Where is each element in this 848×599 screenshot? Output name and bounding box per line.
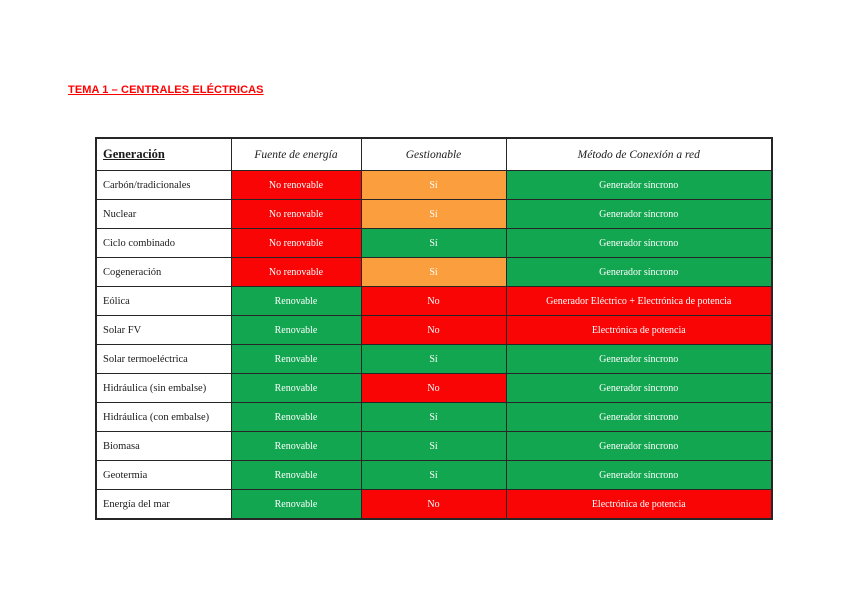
table-row: Hidráulica (sin embalse) Renovable No Gener… xyxy=(95,373,773,403)
metodo-cell: Generador síncrono xyxy=(505,460,773,490)
table-row: Biomasa Renovable Sí Generador síncrono xyxy=(95,431,773,461)
generation-label: Nuclear xyxy=(95,199,232,229)
gestionable-cell: Sí xyxy=(360,199,507,229)
table-row: Eólica Renovable No Generador Eléctrico + E… xyxy=(95,286,773,316)
metodo-cell: Generador síncrono xyxy=(505,431,773,461)
table-body: Carbón/tradicionales No renovable Sí Genera… xyxy=(95,170,773,520)
table-row: Solar termoeléctrica Renovable Sí Generador… xyxy=(95,344,773,374)
gestionable-cell: Sí xyxy=(360,431,507,461)
generation-label: Carbón/tradicionales xyxy=(95,170,232,200)
metodo-cell: Generador síncrono xyxy=(505,257,773,287)
table-row: Energía del mar Renovable No Electrónica de… xyxy=(95,489,773,520)
generation-label: Cogeneración xyxy=(95,257,232,287)
generation-label: Biomasa xyxy=(95,431,232,461)
generation-label: Geotermia xyxy=(95,460,232,490)
metodo-cell: Generador síncrono xyxy=(505,228,773,258)
metodo-cell: Generador síncrono xyxy=(505,402,773,432)
metodo-cell: Generador síncrono xyxy=(505,199,773,229)
page-title: TEMA 1 – CENTRALES ELÉCTRICAS xyxy=(68,84,264,96)
metodo-cell: Generador Eléctrico + Electrónica de pot… xyxy=(505,286,773,316)
fuente-cell: No renovable xyxy=(230,228,362,258)
table-row: Cogeneración No renovable Sí Generador sínc… xyxy=(95,257,773,287)
generation-table: Generación Fuente de energía Gestionable… xyxy=(95,137,773,520)
gestionable-cell: Sí xyxy=(360,170,507,200)
fuente-cell: No renovable xyxy=(230,170,362,200)
header-generacion-label: Generación xyxy=(103,147,165,161)
gestionable-cell: Sí xyxy=(360,228,507,258)
table-row: Carbón/tradicionales No renovable Sí Genera… xyxy=(95,170,773,200)
generation-label: Solar FV xyxy=(95,315,232,345)
table-row: Ciclo combinado No renovable Sí Generador s… xyxy=(95,228,773,258)
gestionable-cell: No xyxy=(360,315,507,345)
gestionable-cell: Sí xyxy=(360,344,507,374)
header-metodo: Método de Conexión a red xyxy=(505,137,773,171)
table-header-row: Generación Fuente de energía Gestionable… xyxy=(95,137,773,171)
generation-label: Ciclo combinado xyxy=(95,228,232,258)
metodo-cell: Electrónica de potencia xyxy=(505,315,773,345)
fuente-cell: No renovable xyxy=(230,199,362,229)
metodo-cell: Electrónica de potencia xyxy=(505,489,773,520)
header-fuente: Fuente de energía xyxy=(230,137,362,171)
fuente-cell: Renovable xyxy=(230,460,362,490)
gestionable-cell: No xyxy=(360,373,507,403)
fuente-cell: Renovable xyxy=(230,286,362,316)
generation-label: Energía del mar xyxy=(95,489,232,520)
generation-label: Eólica xyxy=(95,286,232,316)
table-row: Geotermia Renovable Sí Generador síncrono xyxy=(95,460,773,490)
gestionable-cell: Sí xyxy=(360,460,507,490)
gestionable-cell: Sí xyxy=(360,402,507,432)
metodo-cell: Generador síncrono xyxy=(505,170,773,200)
fuente-cell: Renovable xyxy=(230,431,362,461)
gestionable-cell: No xyxy=(360,489,507,520)
header-generacion: Generación xyxy=(95,137,232,171)
fuente-cell: No renovable xyxy=(230,257,362,287)
table-row: Hidráulica (con embalse) Renovable Sí Gener… xyxy=(95,402,773,432)
fuente-cell: Renovable xyxy=(230,402,362,432)
metodo-cell: Generador síncrono xyxy=(505,373,773,403)
header-gestionable: Gestionable xyxy=(360,137,507,171)
table-row: Nuclear No renovable Sí Generador síncrono xyxy=(95,199,773,229)
generation-label: Hidráulica (sin embalse) xyxy=(95,373,232,403)
generation-label: Hidráulica (con embalse) xyxy=(95,402,232,432)
fuente-cell: Renovable xyxy=(230,373,362,403)
table-row: Solar FV Renovable No Electrónica de potenc… xyxy=(95,315,773,345)
gestionable-cell: Sí xyxy=(360,257,507,287)
fuente-cell: Renovable xyxy=(230,344,362,374)
metodo-cell: Generador síncrono xyxy=(505,344,773,374)
fuente-cell: Renovable xyxy=(230,489,362,520)
fuente-cell: Renovable xyxy=(230,315,362,345)
generation-label: Solar termoeléctrica xyxy=(95,344,232,374)
gestionable-cell: No xyxy=(360,286,507,316)
